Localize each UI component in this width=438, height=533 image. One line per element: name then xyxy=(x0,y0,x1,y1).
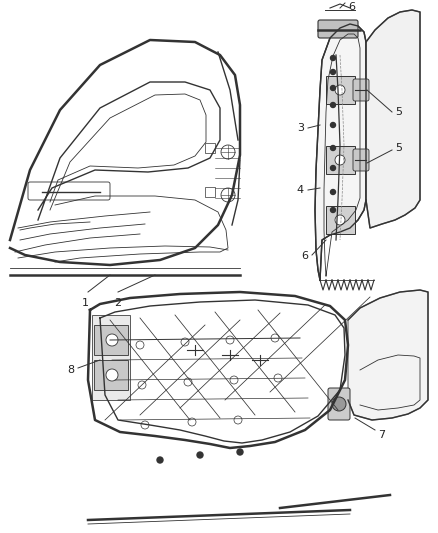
Polygon shape xyxy=(94,325,128,355)
Bar xyxy=(205,187,215,197)
Circle shape xyxy=(331,207,336,213)
Circle shape xyxy=(331,69,336,75)
Polygon shape xyxy=(348,290,428,420)
Circle shape xyxy=(226,336,234,344)
Circle shape xyxy=(271,334,279,342)
Polygon shape xyxy=(366,10,420,228)
Circle shape xyxy=(138,381,146,389)
Text: 1: 1 xyxy=(81,298,88,308)
FancyBboxPatch shape xyxy=(353,149,369,171)
Text: 6: 6 xyxy=(301,251,308,261)
Circle shape xyxy=(157,457,163,463)
Circle shape xyxy=(197,452,203,458)
Circle shape xyxy=(331,55,336,61)
Text: 6: 6 xyxy=(348,2,355,12)
Circle shape xyxy=(274,374,282,382)
Circle shape xyxy=(331,146,336,150)
Circle shape xyxy=(331,166,336,171)
Circle shape xyxy=(331,85,336,91)
FancyBboxPatch shape xyxy=(353,79,369,101)
Circle shape xyxy=(184,378,192,386)
FancyBboxPatch shape xyxy=(28,182,110,200)
Text: 2: 2 xyxy=(114,298,122,308)
Circle shape xyxy=(106,334,118,346)
Circle shape xyxy=(331,102,336,108)
Text: 7: 7 xyxy=(378,430,385,440)
Bar xyxy=(205,143,215,153)
Polygon shape xyxy=(326,206,355,234)
Polygon shape xyxy=(92,315,130,400)
Text: 4: 4 xyxy=(297,185,304,195)
Circle shape xyxy=(335,85,345,95)
Circle shape xyxy=(230,376,238,384)
Circle shape xyxy=(331,190,336,195)
Circle shape xyxy=(141,421,149,429)
Circle shape xyxy=(181,338,189,346)
Polygon shape xyxy=(326,146,355,174)
Circle shape xyxy=(331,123,336,127)
Circle shape xyxy=(188,418,196,426)
Text: 3: 3 xyxy=(297,123,304,133)
Circle shape xyxy=(234,416,242,424)
Circle shape xyxy=(335,215,345,225)
Polygon shape xyxy=(94,360,128,390)
Circle shape xyxy=(332,397,346,411)
FancyBboxPatch shape xyxy=(328,388,350,420)
Text: 5: 5 xyxy=(395,107,402,117)
Text: 5: 5 xyxy=(395,143,402,153)
Polygon shape xyxy=(326,76,355,104)
Polygon shape xyxy=(315,24,366,280)
Circle shape xyxy=(237,449,243,455)
Circle shape xyxy=(136,341,144,349)
Circle shape xyxy=(335,155,345,165)
Text: 8: 8 xyxy=(67,365,74,375)
Circle shape xyxy=(106,369,118,381)
FancyBboxPatch shape xyxy=(318,20,358,38)
